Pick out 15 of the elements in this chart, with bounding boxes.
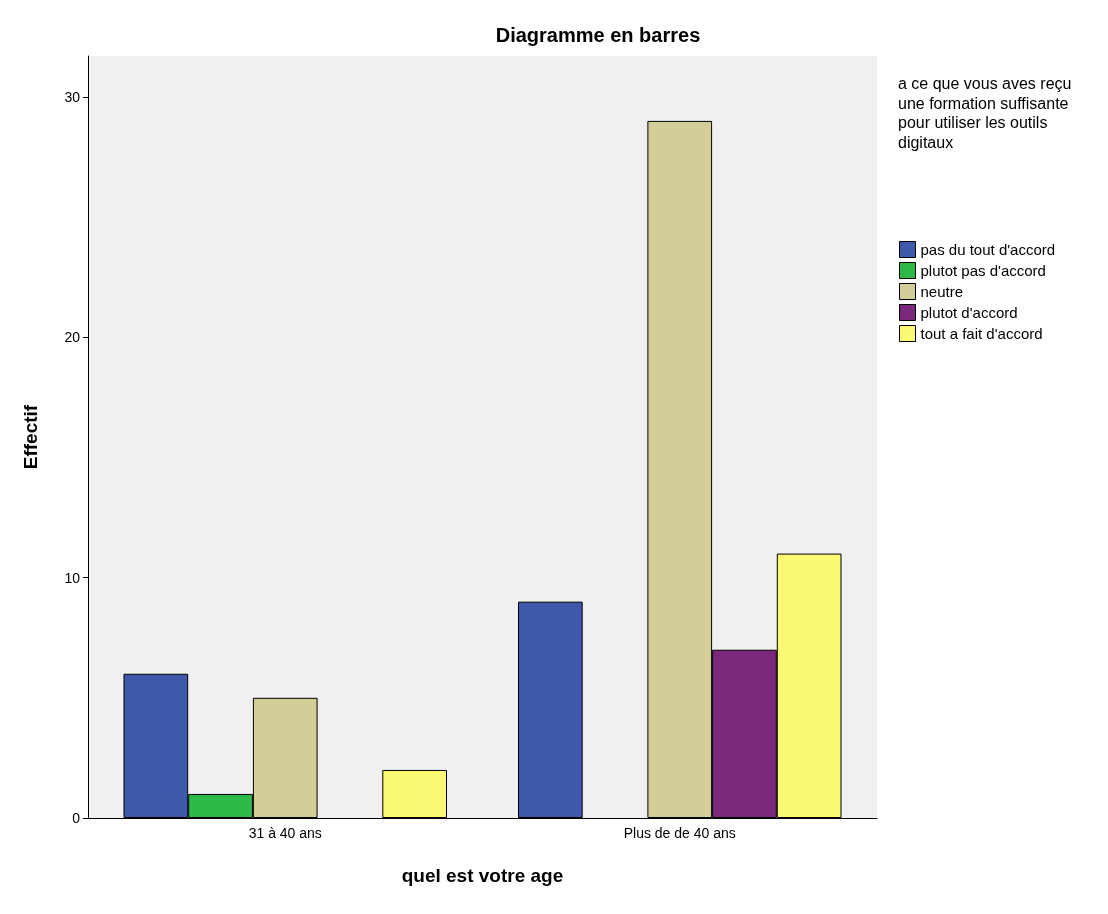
y-tick-label: 10 (64, 569, 81, 586)
x-tick-label: 31 à 40 ans (248, 825, 322, 841)
legend-title: a ce que vous aves reçu une formation suffisante pour utiliser les outils digitaux (898, 75, 1076, 151)
chart-title: Diagramme en barres (495, 24, 701, 46)
y-tick-label: 0 (72, 810, 81, 826)
x-axis-title: quel est votre age (401, 865, 564, 886)
legend-label: neutre (920, 283, 964, 300)
y-axis-title: Effectif (20, 404, 41, 470)
y-tick-label: 30 (64, 88, 81, 105)
legend-label: plutot d'accord (920, 304, 1018, 321)
legend-label: tout a fait d'accord (920, 325, 1043, 342)
legend-label: plutot pas d'accord (920, 262, 1046, 279)
legend-label: pas du tout d'accord (920, 241, 1056, 258)
y-tick-label: 20 (64, 329, 81, 346)
x-tick-label: Plus de de 40 ans (623, 825, 736, 841)
